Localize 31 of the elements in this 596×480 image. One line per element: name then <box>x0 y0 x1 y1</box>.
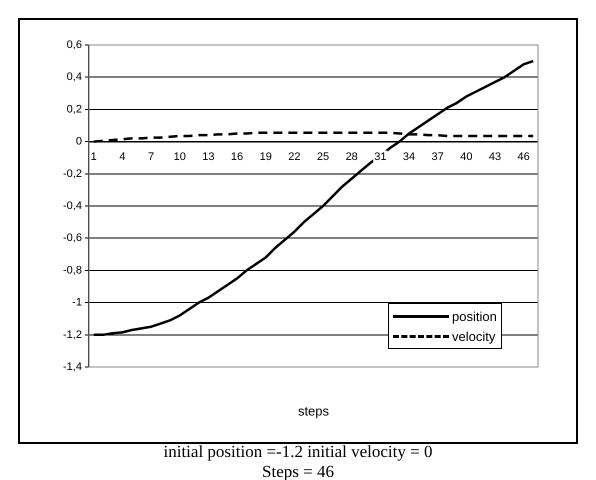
x-axis-title: steps <box>298 404 330 419</box>
x-tick-label: 31 <box>374 151 386 164</box>
x-tick-label: 40 <box>460 151 472 164</box>
y-tick-label: 0,2 <box>66 103 82 116</box>
x-tick-label: 37 <box>432 151 444 164</box>
legend-label: position <box>452 308 497 324</box>
x-tick-label: 34 <box>402 151 416 164</box>
y-tick-label: -0,2 <box>62 168 82 180</box>
x-tick-label: 7 <box>148 151 154 164</box>
x-tick-label: 4 <box>119 151 126 164</box>
x-tick-label: 46 <box>518 151 530 164</box>
y-tick-label: -1,2 <box>62 328 82 341</box>
y-tick-label: -0,4 <box>62 200 82 212</box>
x-tick-label: 13 <box>202 151 215 164</box>
y-tick-label: 0 <box>76 136 82 148</box>
text: initial position =-1.2 initial velocity = 0 <box>162 442 434 462</box>
legend-label: velocity <box>452 328 496 344</box>
x-tick-label: 1 <box>90 151 97 164</box>
y-tick-label: -0,6 <box>62 232 82 244</box>
y-tick-label: -1 <box>72 296 82 309</box>
y-tick-label: 0,6 <box>66 39 82 52</box>
x-tick-label: 10 <box>174 151 186 164</box>
x-tick-label: 25 <box>316 151 330 164</box>
x-tick-label: 16 <box>230 151 244 164</box>
y-tick-label: -0,8 <box>62 264 82 276</box>
x-tick-label: 22 <box>288 151 300 164</box>
x-tick-label: 43 <box>488 151 502 164</box>
x-tick-label: 28 <box>346 151 358 164</box>
y-tick-label: 0,4 <box>66 71 82 84</box>
x-tick-label: 19 <box>260 151 272 164</box>
y-tick-label: -1,4 <box>62 361 82 374</box>
